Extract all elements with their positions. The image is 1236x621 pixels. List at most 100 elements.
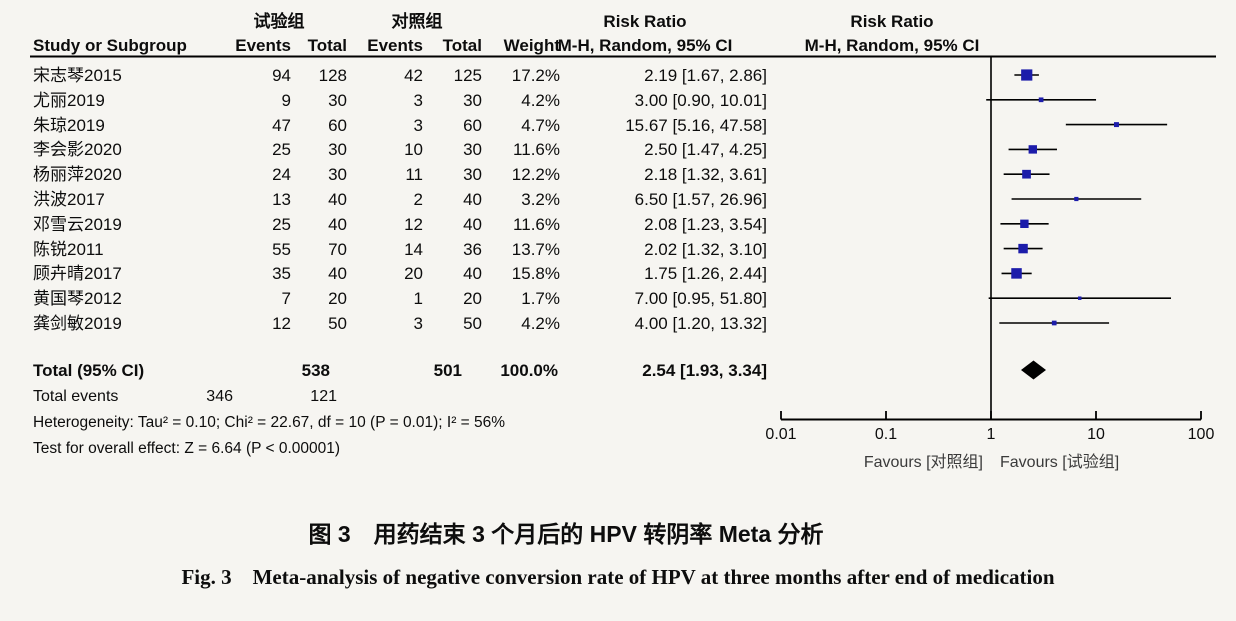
total-exp-cell: 30 bbox=[328, 90, 347, 110]
events-ctl-cell: 2 bbox=[413, 190, 423, 209]
weight-cell: 3.2% bbox=[521, 190, 560, 209]
total-exp-cell: 40 bbox=[328, 190, 347, 209]
column-header-total-ctl: Total bbox=[442, 36, 482, 55]
weight-cell: 11.6% bbox=[513, 140, 560, 160]
events-exp-cell: 25 bbox=[272, 214, 291, 234]
ci-text-cell: 2.19 [1.67, 2.86] bbox=[644, 66, 767, 85]
events-exp-cell: 9 bbox=[281, 90, 291, 110]
study-row: 朱琼2019 47 60 3 60 4.7% 15.67 [5.16, 47.58] bbox=[0, 115, 1236, 136]
study-row: 邓雪云2019 25 40 12 40 11.6% 2.08 [1.23, 3.54] bbox=[0, 214, 1236, 235]
total-ctl-cell: 30 bbox=[463, 90, 482, 110]
study-row: 黄国琴2012 7 20 1 20 1.7% 7.00 [0.95, 51.80] bbox=[0, 288, 1236, 309]
study-row: 李会影2020 25 30 10 30 11.6% 2.50 [1.47, 4.25] bbox=[0, 139, 1236, 160]
study-name: 杨丽萍2020 bbox=[33, 165, 122, 185]
ci-text-cell: 7.00 [0.95, 51.80] bbox=[634, 289, 767, 309]
figure-caption-zh: 图 3 用药结束 3 个月后的 HPV 转阴率 Meta 分析 bbox=[308, 521, 824, 547]
column-header-events-exp: Events bbox=[235, 36, 291, 55]
ci-text-cell: 3.00 [0.90, 10.01] bbox=[634, 90, 767, 110]
favours-control-label: Favours [对照组] bbox=[863, 454, 983, 471]
risk-ratio-header-right: Risk Ratio bbox=[850, 12, 934, 31]
events-exp-cell: 12 bbox=[272, 314, 291, 333]
total-exp-cell: 30 bbox=[328, 140, 347, 160]
total-exp-cell: 128 bbox=[318, 66, 347, 85]
ci-text-cell: 15.67 [5.16, 47.58] bbox=[625, 115, 767, 135]
total-events-ctl: 121 bbox=[310, 388, 337, 405]
method-header-left: M-H, Random, 95% CI bbox=[557, 36, 733, 55]
events-ctl-cell: 12 bbox=[404, 214, 423, 234]
total-ctl-cell: 30 bbox=[463, 165, 482, 185]
study-name: 洪波2017 bbox=[33, 190, 105, 209]
total-exp-cell: 60 bbox=[328, 115, 347, 135]
ci-text-cell: 2.08 [1.23, 3.54] bbox=[644, 214, 767, 234]
total-exp-cell: 40 bbox=[328, 214, 347, 234]
total-row-label: Total (95% CI) bbox=[33, 361, 145, 380]
study-name: 黄国琴2012 bbox=[33, 289, 122, 309]
weight-cell: 11.6% bbox=[513, 214, 560, 234]
risk-ratio-header-left: Risk Ratio bbox=[603, 12, 687, 31]
heterogeneity-text: Heterogeneity: Tau² = 0.10; Chi² = 22.67… bbox=[33, 414, 506, 431]
total-ctl-cell: 40 bbox=[463, 190, 482, 209]
total-ctl-cell: 40 bbox=[463, 264, 482, 284]
events-ctl-cell: 11 bbox=[405, 165, 423, 185]
events-ctl-cell: 14 bbox=[404, 239, 423, 259]
study-row: 杨丽萍2020 24 30 11 30 12.2% 2.18 [1.32, 3.61] bbox=[0, 164, 1236, 185]
ci-text-cell: 4.00 [1.20, 13.32] bbox=[634, 314, 767, 333]
ci-text-cell: 2.02 [1.32, 3.10] bbox=[644, 239, 767, 259]
total-ctl-cell: 60 bbox=[463, 115, 482, 135]
study-row: 顾卉晴2017 35 40 20 40 15.8% 1.75 [1.26, 2.44] bbox=[0, 263, 1236, 284]
total-ctl-value: 501 bbox=[433, 361, 462, 380]
weight-cell: 12.2% bbox=[511, 165, 560, 185]
events-exp-cell: 55 bbox=[272, 239, 291, 259]
experimental-group-header: 试验组 bbox=[253, 12, 305, 31]
favours-experimental-label: Favours [试验组] bbox=[1000, 454, 1120, 471]
ci-text-cell: 1.75 [1.26, 2.44] bbox=[644, 264, 767, 284]
axis-tick-label: 0.01 bbox=[765, 426, 797, 443]
events-ctl-cell: 42 bbox=[404, 66, 423, 85]
events-exp-cell: 47 bbox=[272, 115, 291, 135]
total-exp-cell: 30 bbox=[328, 165, 347, 185]
control-group-header: 对照组 bbox=[391, 12, 443, 31]
total-ctl-cell: 50 bbox=[463, 314, 482, 333]
study-row: 宋志琴2015 94 128 42 125 17.2% 2.19 [1.67, 2.86] bbox=[0, 65, 1236, 86]
column-header-total-exp: Total bbox=[307, 36, 347, 55]
events-exp-cell: 35 bbox=[272, 264, 291, 284]
events-ctl-cell: 3 bbox=[413, 115, 423, 135]
events-exp-cell: 94 bbox=[272, 66, 291, 85]
total-events-exp: 346 bbox=[206, 388, 233, 405]
total-weight-value: 100.0% bbox=[500, 361, 558, 380]
axis-tick-label: 100 bbox=[1187, 426, 1215, 443]
weight-cell: 4.2% bbox=[521, 314, 560, 333]
figure-caption-en: Fig. 3 Meta-analysis of negative convers… bbox=[181, 565, 1055, 589]
study-name: 尤丽2019 bbox=[33, 90, 105, 110]
study-name: 陈锐2011 bbox=[33, 239, 104, 259]
events-ctl-cell: 10 bbox=[404, 140, 423, 160]
axis-tick-label: 0.1 bbox=[874, 426, 898, 443]
total-ctl-cell: 36 bbox=[463, 239, 482, 259]
weight-cell: 4.7% bbox=[521, 115, 560, 135]
events-exp-cell: 7 bbox=[281, 289, 291, 309]
study-row: 陈锐2011 55 70 14 36 13.7% 2.02 [1.32, 3.10] bbox=[0, 239, 1236, 260]
study-name: 邓雪云2019 bbox=[33, 214, 122, 234]
study-row: 龚剑敏2019 12 50 3 50 4.2% 4.00 [1.20, 13.32] bbox=[0, 313, 1236, 334]
total-exp-cell: 50 bbox=[328, 314, 347, 333]
study-row: 尤丽2019 9 30 3 30 4.2% 3.00 [0.90, 10.01] bbox=[0, 90, 1236, 111]
total-ci-text: 2.54 [1.93, 3.34] bbox=[642, 361, 767, 380]
ci-text-cell: 2.50 [1.47, 4.25] bbox=[644, 140, 767, 160]
events-ctl-cell: 3 bbox=[413, 314, 423, 333]
weight-cell: 17.2% bbox=[511, 66, 560, 85]
events-ctl-cell: 20 bbox=[404, 264, 423, 284]
study-row: 洪波2017 13 40 2 40 3.2% 6.50 [1.57, 26.96] bbox=[0, 189, 1236, 210]
total-ctl-cell: 40 bbox=[463, 214, 482, 234]
study-name: 宋志琴2015 bbox=[33, 66, 122, 85]
total-exp-value: 538 bbox=[301, 361, 330, 380]
overall-effect-text: Test for overall effect: Z = 6.64 (P < 0… bbox=[33, 440, 341, 457]
weight-cell: 13.7% bbox=[511, 239, 560, 259]
events-exp-cell: 24 bbox=[272, 165, 291, 185]
study-name: 朱琼2019 bbox=[33, 115, 105, 135]
ci-text-cell: 2.18 [1.32, 3.61] bbox=[644, 165, 767, 185]
column-header-weight: Weight bbox=[503, 36, 560, 55]
weight-cell: 15.8% bbox=[511, 264, 560, 284]
events-ctl-cell: 1 bbox=[413, 289, 423, 309]
study-name: 顾卉晴2017 bbox=[33, 264, 122, 284]
